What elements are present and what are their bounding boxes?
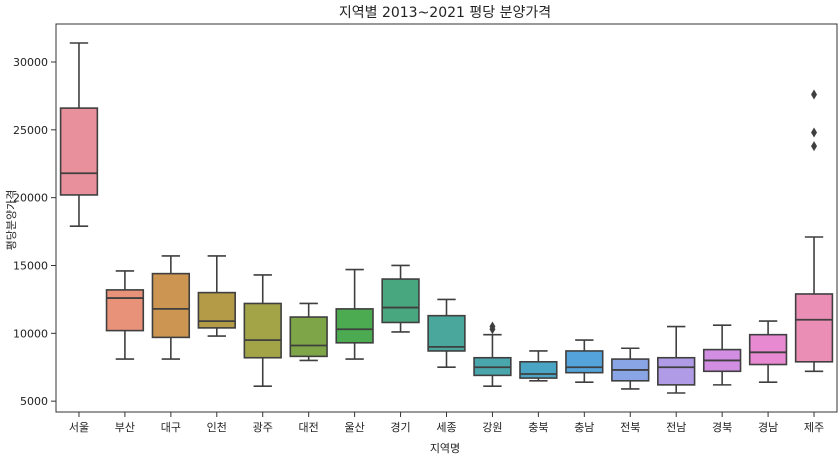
x-tick-label: 광주 (253, 421, 273, 434)
y-tick-label: 5000 (20, 395, 48, 408)
box-iqr (335, 308, 374, 344)
x-tick-label: 인천 (207, 420, 227, 434)
box-group (519, 350, 558, 382)
y-tick-label: 20000 (13, 192, 48, 205)
x-tick-label: 서울 (69, 421, 89, 434)
x-tick-label: 울산 (344, 421, 364, 434)
x-tick-label: 전북 (620, 421, 640, 434)
box-iqr (197, 291, 236, 329)
box-group (243, 274, 282, 388)
outlier-point (489, 324, 496, 335)
chart-title: 지역별 2013~2021 평당 분양가격 (339, 5, 551, 21)
box-group (657, 325, 696, 394)
box-iqr (657, 356, 696, 386)
y-tick-label: 10000 (13, 327, 48, 340)
box-group (197, 255, 236, 337)
y-tick-label: 15000 (13, 259, 48, 272)
x-axis: 서울 부산 대구 인천 광주 대전 울산 경기 세종 강원 충북 충남 전북 전남 경북 경남 제주 (69, 412, 824, 434)
x-tick-label: 대전 (299, 421, 319, 434)
box-group (381, 264, 420, 333)
x-tick-label: 전남 (666, 421, 686, 434)
outlier-point (811, 141, 818, 152)
box-group (151, 255, 191, 360)
x-tick-label: 세종 (436, 421, 456, 434)
box-iqr (381, 278, 420, 324)
x-tick-label: 충남 (574, 421, 594, 434)
box-group (289, 302, 328, 362)
box-iqr (151, 272, 191, 339)
box-iqr (794, 293, 834, 363)
x-tick-label: 제주 (804, 421, 824, 434)
box-iqr (59, 107, 99, 196)
x-tick-label: 강원 (482, 421, 502, 434)
x-tick-label: 충북 (528, 421, 548, 434)
x-tick-label: 부산 (115, 421, 135, 434)
box-iqr (519, 361, 558, 379)
outlier-point (811, 89, 818, 100)
x-tick-label: 경기 (390, 421, 410, 434)
y-tick-label: 25000 (13, 124, 48, 137)
box-group (105, 270, 145, 360)
box-group (335, 268, 374, 360)
box-group (427, 298, 466, 369)
y-axis: 5000 10000 15000 20000 25000 30000 (13, 56, 56, 408)
box-group (611, 347, 650, 390)
x-axis-label: 지역명 (430, 442, 460, 455)
box-iqr (565, 350, 604, 374)
boxes-layer (59, 42, 834, 394)
y-axis-label: 평당분양가격 (5, 190, 18, 251)
box-group (702, 324, 742, 386)
box-iqr (289, 316, 328, 358)
box-iqr (427, 314, 466, 352)
x-tick-label: 경남 (758, 421, 778, 434)
box-group (748, 320, 788, 383)
box-group (59, 42, 99, 227)
y-tick-label: 30000 (13, 56, 48, 69)
x-tick-label: 경북 (712, 421, 732, 434)
outlier-point (811, 127, 818, 138)
x-tick-label: 대구 (161, 421, 181, 434)
box-group (565, 339, 604, 383)
box-group (473, 321, 512, 388)
box-iqr (748, 333, 788, 366)
box-iqr (105, 289, 145, 332)
box-group (794, 89, 834, 373)
box-iqr (243, 302, 282, 359)
